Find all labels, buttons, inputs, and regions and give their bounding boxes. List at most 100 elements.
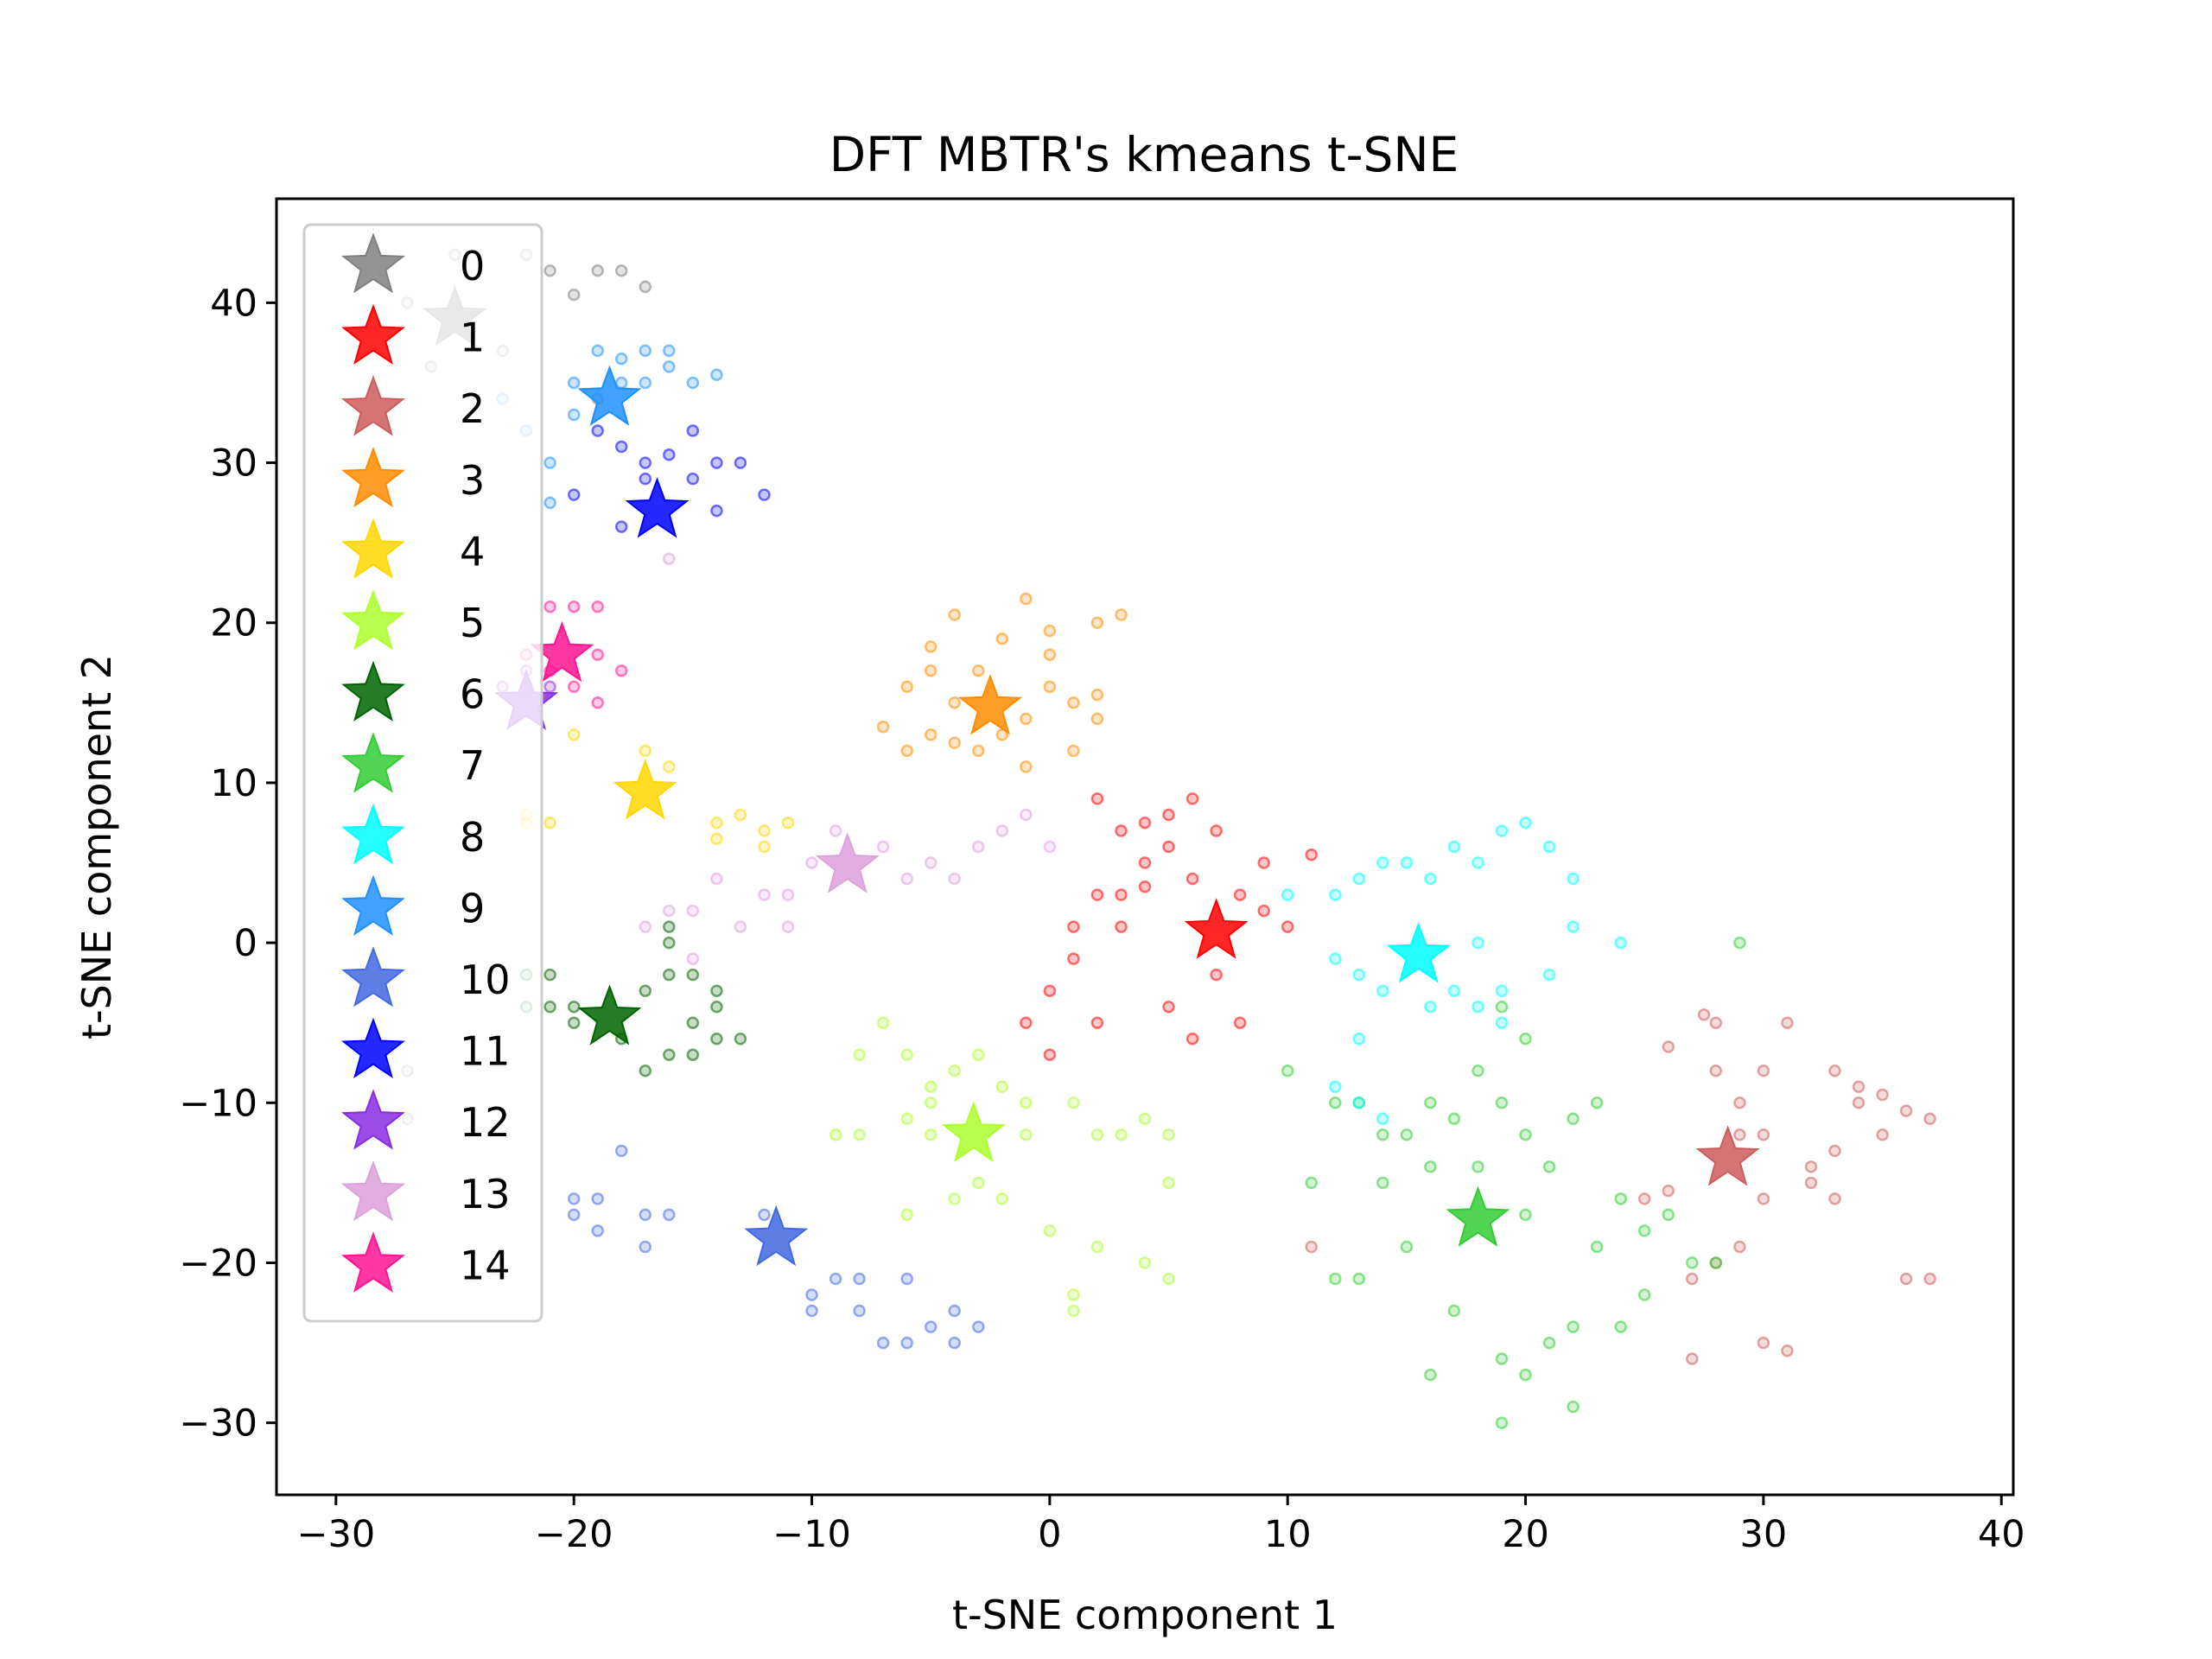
scatter-point bbox=[1590, 1096, 1604, 1109]
legend-marker-3 bbox=[341, 446, 405, 508]
scatter-point bbox=[1567, 1112, 1580, 1126]
scatter-point bbox=[710, 1000, 723, 1014]
plot-frame bbox=[275, 197, 2015, 1497]
scatter-point bbox=[829, 824, 842, 837]
scatter-point bbox=[924, 856, 938, 869]
legend-label-2: 2 bbox=[460, 385, 485, 432]
scatter-point bbox=[614, 264, 628, 277]
scatter-point bbox=[1281, 920, 1294, 933]
scatter-point bbox=[1376, 1128, 1389, 1141]
scatter-point bbox=[1899, 1104, 1913, 1117]
scatter-point bbox=[1757, 1336, 1770, 1350]
scatter-point bbox=[1471, 1065, 1484, 1077]
scatter-point bbox=[876, 840, 890, 854]
scatter-point bbox=[710, 456, 723, 469]
legend-label-12: 12 bbox=[460, 1099, 511, 1146]
scatter-point bbox=[900, 744, 913, 758]
centroid-star-13 bbox=[815, 832, 880, 893]
scatter-point bbox=[829, 1128, 842, 1141]
scatter-point bbox=[1804, 1160, 1818, 1173]
scatter-point bbox=[829, 1272, 842, 1286]
scatter-point bbox=[1090, 1240, 1104, 1254]
scatter-point bbox=[734, 808, 747, 822]
scatter-point bbox=[567, 1192, 581, 1205]
legend-marker-1 bbox=[341, 303, 405, 365]
scatter-point bbox=[1781, 1344, 1794, 1357]
scatter-point bbox=[1852, 1096, 1866, 1109]
scatter-point bbox=[1495, 1416, 1509, 1429]
scatter-point bbox=[543, 264, 556, 277]
scatter-point bbox=[1519, 816, 1532, 830]
scatter-point bbox=[1020, 1096, 1033, 1109]
scatter-point bbox=[1185, 1032, 1199, 1046]
scatter-point bbox=[543, 600, 556, 613]
scatter-point bbox=[995, 632, 1009, 645]
scatter-point bbox=[900, 1112, 913, 1126]
legend-marker-12 bbox=[341, 1089, 405, 1150]
scatter-point bbox=[639, 920, 652, 933]
scatter-point bbox=[1115, 888, 1128, 901]
legend-marker-13 bbox=[341, 1160, 405, 1222]
scatter-point bbox=[1043, 984, 1057, 997]
scatter-point bbox=[900, 1272, 913, 1286]
scatter-point bbox=[1495, 1016, 1509, 1029]
scatter-point bbox=[614, 1144, 628, 1158]
scatter-point bbox=[995, 728, 1009, 741]
scatter-point bbox=[639, 1240, 652, 1254]
scatter-point bbox=[591, 1192, 604, 1205]
legend-marker-11 bbox=[341, 1017, 405, 1079]
x-tick-label: 40 bbox=[1978, 1513, 2025, 1556]
scatter-point bbox=[1733, 1240, 1746, 1254]
scatter-point bbox=[1376, 856, 1389, 869]
scatter-point bbox=[663, 1048, 676, 1061]
scatter-point bbox=[614, 664, 628, 677]
scatter-point bbox=[1686, 1272, 1699, 1286]
scatter-point bbox=[758, 488, 771, 501]
scatter-point bbox=[1162, 1128, 1175, 1141]
scatter-point bbox=[543, 816, 556, 830]
x-tick-label: −10 bbox=[772, 1513, 851, 1556]
scatter-point bbox=[972, 1176, 985, 1190]
scatter-point bbox=[1733, 1096, 1746, 1109]
scatter-point bbox=[567, 680, 581, 694]
scatter-point bbox=[1757, 1128, 1770, 1141]
scatter-point bbox=[1923, 1112, 1936, 1126]
scatter-point bbox=[1185, 872, 1199, 886]
scatter-point bbox=[710, 368, 723, 381]
scatter-point bbox=[1662, 1040, 1675, 1053]
scatter-point bbox=[639, 1208, 652, 1222]
scatter-point bbox=[1067, 1288, 1080, 1301]
scatter-point bbox=[1781, 1016, 1794, 1029]
scatter-point bbox=[1138, 1256, 1152, 1269]
scatter-point bbox=[1697, 1008, 1711, 1021]
scatter-point bbox=[663, 968, 676, 982]
scatter-point bbox=[900, 1336, 913, 1350]
scatter-point bbox=[972, 664, 985, 677]
scatter-point bbox=[1305, 849, 1318, 861]
scatter-point bbox=[1876, 1088, 1889, 1102]
scatter-point bbox=[1424, 1096, 1437, 1109]
series-8-points bbox=[1281, 816, 1627, 1126]
scatter-point bbox=[781, 816, 795, 830]
scatter-point bbox=[1162, 1272, 1175, 1286]
centroid-star-11 bbox=[625, 477, 690, 538]
scatter-point bbox=[567, 488, 581, 501]
scatter-point bbox=[686, 376, 700, 390]
scatter-point bbox=[1686, 1256, 1699, 1269]
scatter-point bbox=[1020, 712, 1033, 726]
legend-label-8: 8 bbox=[460, 814, 485, 861]
scatter-point bbox=[1686, 1352, 1699, 1365]
scatter-point bbox=[686, 472, 700, 486]
scatter-point bbox=[1020, 808, 1033, 822]
x-tick-label: 30 bbox=[1740, 1513, 1788, 1556]
scatter-point bbox=[1210, 824, 1223, 837]
centroid-star-8 bbox=[1386, 922, 1451, 983]
scatter-point bbox=[567, 1208, 581, 1222]
scatter-point bbox=[948, 696, 961, 709]
scatter-point bbox=[1233, 888, 1247, 901]
scatter-point bbox=[639, 472, 652, 486]
scatter-point bbox=[876, 720, 890, 734]
scatter-point bbox=[567, 1016, 581, 1029]
